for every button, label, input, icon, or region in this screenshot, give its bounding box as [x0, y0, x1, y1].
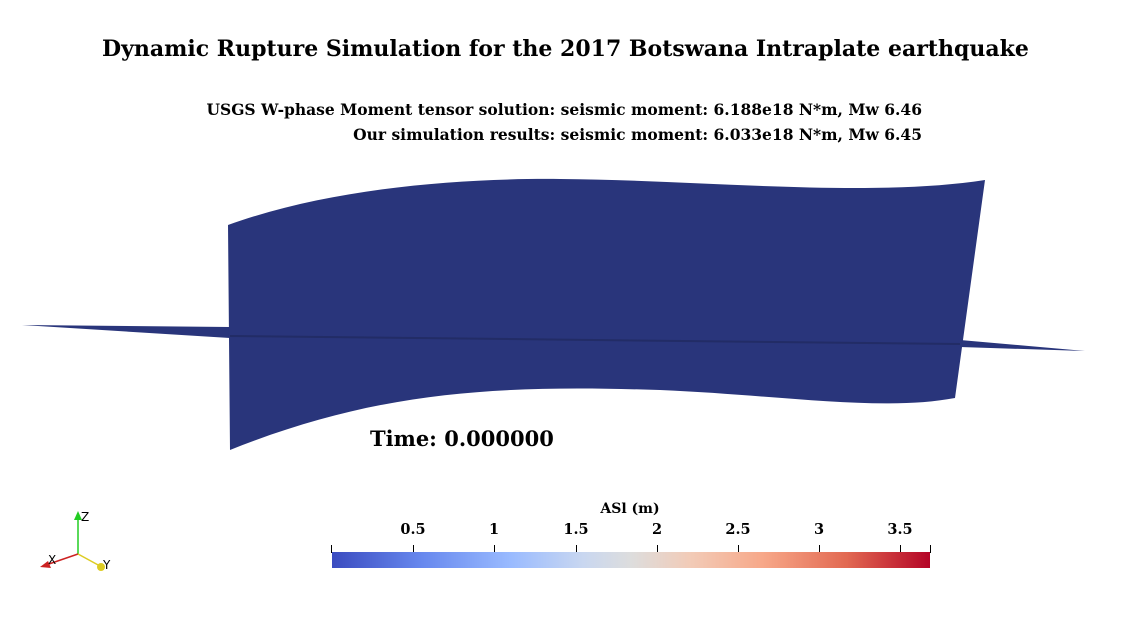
colorbar-tick-label: 2: [651, 521, 663, 538]
simulation-moment-text: Our simulation results: seismic moment: …: [353, 125, 922, 144]
time-label: Time: 0.000000: [370, 426, 554, 451]
axis-z-label: Z: [81, 510, 89, 524]
colorbar-tick-label: 3.5: [887, 521, 913, 538]
colorbar-tick-mark: [657, 545, 658, 553]
colorbar-tick-label: 3: [813, 521, 825, 538]
colorbar-title: ASl (m): [600, 501, 660, 517]
colorbar-tick-mark: [900, 545, 901, 553]
colorbar[interactable]: [332, 552, 930, 568]
colorbar-tick-label: 1: [488, 521, 500, 538]
axis-y-label: Y: [102, 558, 111, 572]
page-title: Dynamic Rupture Simulation for the 2017 …: [102, 36, 1029, 62]
colorbar-tick-mark: [819, 545, 820, 553]
colorbar-tick-mark: [494, 545, 495, 553]
orientation-axes-icon: Z X Y: [40, 510, 111, 572]
fault-intersection-line: [229, 335, 961, 345]
colorbar-tick-mark: [738, 545, 739, 553]
colorbar-tick-label: 1.5: [563, 521, 589, 538]
colorbar-tick-label: 2.5: [725, 521, 751, 538]
colorbar-tick-mark: [413, 545, 414, 553]
usgs-moment-text: USGS W-phase Moment tensor solution: sei…: [206, 100, 922, 119]
fault-surface: [228, 178, 985, 451]
colorbar-tick-label: 0.5: [400, 521, 426, 538]
axis-x-label: X: [48, 553, 56, 567]
colorbar-tick-mark: [331, 545, 332, 553]
colorbar-tick-mark: [930, 545, 931, 553]
colorbar-tick-mark: [576, 545, 577, 553]
